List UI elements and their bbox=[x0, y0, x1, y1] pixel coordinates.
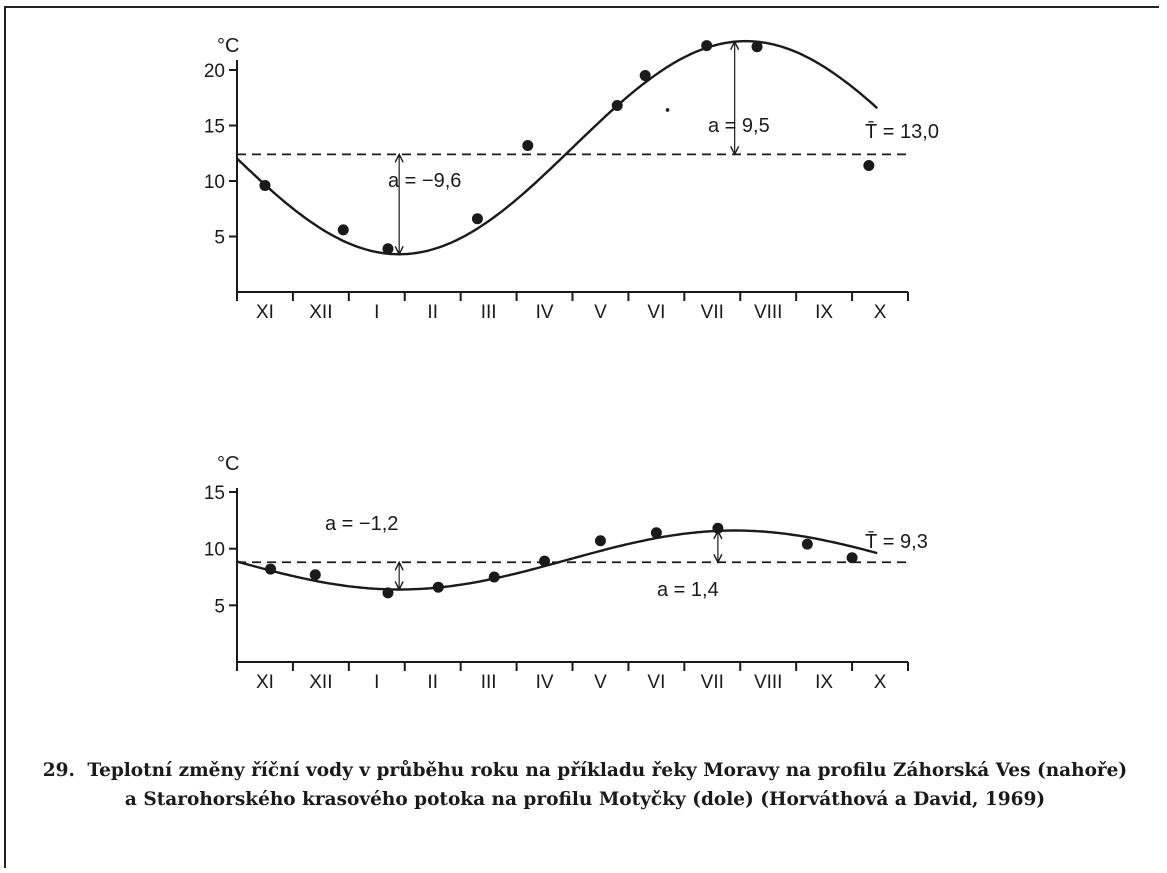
x-tick-label: XII bbox=[309, 302, 332, 323]
data-point bbox=[522, 139, 534, 151]
arrow-head bbox=[394, 245, 404, 256]
y-tick-label: 5 bbox=[214, 228, 225, 249]
x-tick-label: III bbox=[481, 672, 497, 693]
y-tick-label: 10 bbox=[204, 540, 225, 561]
data-point bbox=[650, 527, 662, 539]
data-point bbox=[594, 535, 606, 547]
data-point bbox=[801, 538, 813, 550]
data-point bbox=[259, 179, 271, 191]
y-tick-label: 15 bbox=[204, 483, 225, 504]
x-tick-label: XI bbox=[256, 302, 274, 323]
arrow-head bbox=[394, 152, 404, 163]
data-point bbox=[382, 587, 394, 599]
x-tick-label: VIII bbox=[754, 672, 783, 693]
arrow-head bbox=[713, 529, 723, 540]
x-tick-label: X bbox=[874, 302, 887, 323]
arrow-head bbox=[394, 581, 404, 592]
x-tick-label: XI bbox=[256, 672, 274, 693]
x-tick-label: VI bbox=[647, 302, 665, 323]
data-point bbox=[712, 522, 724, 534]
y-tick-label: 5 bbox=[214, 596, 225, 617]
caption-number: 29. bbox=[42, 760, 75, 781]
data-point bbox=[611, 100, 623, 112]
x-tick-label: IV bbox=[536, 672, 554, 693]
caption-text: Teplotní změny říční vody v průběhu roku… bbox=[87, 760, 1128, 810]
y-unit-label: °C bbox=[217, 453, 239, 475]
data-point bbox=[539, 555, 551, 567]
data-point bbox=[846, 552, 858, 564]
x-tick-label: VIII bbox=[754, 302, 783, 323]
amplitude-label: a = −9,6 bbox=[388, 170, 461, 192]
x-tick-label: III bbox=[481, 302, 497, 323]
data-point bbox=[471, 213, 483, 225]
amplitude-label: a = −1,2 bbox=[325, 513, 398, 535]
arrow-head bbox=[713, 553, 723, 564]
data-point bbox=[639, 70, 651, 82]
data-point bbox=[265, 563, 277, 575]
amplitude-label: a = 9,5 bbox=[708, 115, 770, 137]
x-tick-label: IX bbox=[815, 302, 833, 323]
data-point bbox=[701, 40, 713, 52]
x-tick-label: V bbox=[594, 302, 607, 323]
data-point bbox=[432, 581, 444, 593]
x-tick-label: I bbox=[374, 672, 379, 693]
data-point bbox=[863, 159, 875, 171]
x-tick-label: VI bbox=[647, 672, 665, 693]
x-tick-label: VII bbox=[701, 672, 724, 693]
arrow-head bbox=[394, 560, 404, 571]
mean-label: T̄ = 13,0 bbox=[865, 120, 939, 143]
fit-curve bbox=[236, 39, 879, 256]
fit-curve bbox=[236, 529, 878, 591]
x-tick-label: IV bbox=[536, 302, 554, 323]
data-point bbox=[337, 224, 349, 236]
x-tick-label: II bbox=[427, 672, 438, 693]
x-tick-label: X bbox=[874, 672, 887, 693]
y-tick-label: 10 bbox=[204, 172, 225, 193]
y-unit-label: °C bbox=[217, 35, 239, 57]
y-tick-label: 15 bbox=[204, 117, 225, 138]
data-point bbox=[488, 571, 500, 583]
data-point bbox=[382, 243, 394, 255]
data-point-small bbox=[665, 108, 670, 112]
x-tick-label: I bbox=[374, 302, 379, 323]
arrow-head bbox=[730, 40, 740, 50]
figure-frame bbox=[4, 6, 1159, 868]
figure-caption: 29. Teplotní změny říční vody v průběhu … bbox=[40, 756, 1130, 814]
x-tick-label: VII bbox=[701, 302, 724, 323]
mean-label: T̄ = 9,3 bbox=[865, 530, 928, 553]
data-point bbox=[309, 569, 321, 581]
x-tick-label: V bbox=[594, 672, 607, 693]
amplitude-label: a = 1,4 bbox=[657, 579, 719, 601]
x-tick-label: IX bbox=[815, 672, 833, 693]
y-tick-label: 20 bbox=[204, 61, 225, 82]
x-tick-label: II bbox=[427, 302, 438, 323]
arrow-head bbox=[730, 146, 740, 156]
x-tick-label: XII bbox=[309, 672, 332, 693]
data-point bbox=[751, 41, 763, 53]
